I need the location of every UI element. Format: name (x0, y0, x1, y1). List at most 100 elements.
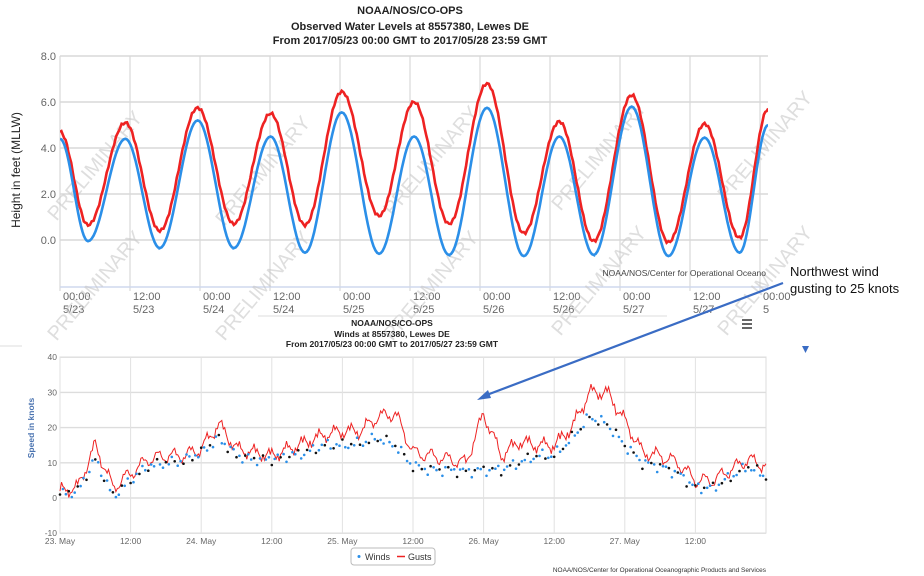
winds-point (726, 472, 730, 475)
winds-point (511, 459, 515, 462)
y-tick-label: 30 (48, 387, 58, 397)
winds-point (414, 461, 418, 464)
winds-point (532, 457, 535, 461)
winds-point (391, 445, 394, 448)
winds-point (73, 491, 76, 494)
y-tick-label: 0.0 (41, 235, 56, 247)
winds-point (420, 467, 424, 471)
winds-point (132, 480, 135, 484)
winds-point (258, 457, 262, 460)
chart-credit: NOAA/NOS/Center for Operational Oceano (603, 268, 767, 278)
winds-point (311, 444, 315, 447)
gusts-line (59, 383, 767, 498)
winds-point (732, 474, 735, 478)
winds-point (650, 461, 653, 465)
winds-point (208, 444, 212, 447)
x-tick-label-time: 00:00 (623, 291, 651, 303)
winds-point (261, 454, 265, 457)
winds-point (102, 479, 106, 483)
winds-point (388, 440, 391, 444)
winds-point (535, 454, 538, 458)
winds-point (444, 465, 447, 469)
winds-point (452, 468, 456, 471)
winds-point (82, 476, 85, 480)
winds-point (550, 455, 553, 459)
winds-point (241, 461, 244, 464)
winds-point (85, 478, 88, 482)
winds-point (441, 474, 444, 478)
winds-point (564, 444, 568, 447)
y-tick-label: 10 (48, 458, 58, 468)
winds-point (720, 481, 724, 485)
winds-point (626, 452, 629, 455)
hamburger-menu-icon[interactable] (742, 319, 752, 329)
x-tick-label-date: 5/27 (693, 304, 714, 316)
winds-point (164, 460, 168, 464)
winds-point (485, 474, 488, 478)
winds-point (291, 450, 294, 454)
winds-point (614, 428, 618, 432)
winds-point (667, 466, 671, 470)
winds-point (176, 464, 179, 468)
winds-point (741, 462, 744, 466)
winds-point (70, 495, 74, 499)
winds-point (761, 474, 765, 478)
winds-point (491, 466, 494, 470)
x-tick-label-time: 12:00 (133, 291, 161, 303)
winds-point (302, 453, 306, 457)
legend-item-winds[interactable]: Winds (357, 552, 391, 562)
winds-point (455, 475, 459, 479)
winds-point (591, 417, 594, 421)
winds-point (502, 468, 506, 472)
legend: Winds Gusts (350, 547, 436, 566)
x-tick-label-time: 00:00 (343, 291, 371, 303)
winds-point (138, 472, 141, 476)
winds-point (423, 467, 427, 471)
winds-point (288, 455, 291, 459)
winds-point (379, 438, 382, 442)
winds-point (449, 468, 453, 472)
winds-point (402, 452, 406, 456)
winds-point (735, 473, 738, 477)
y-tick-label: 20 (48, 423, 58, 433)
winds-point (352, 444, 356, 447)
x-tick-label-time: 00:00 (203, 291, 231, 303)
winds-point (464, 469, 468, 473)
winds-point (194, 454, 197, 457)
winds-point (658, 463, 662, 466)
winds-point (344, 445, 347, 449)
chart-title-line3: From 2017/05/23 00:00 GMT to 2017/05/27 … (286, 339, 499, 349)
winds-point (526, 452, 529, 456)
winds-point (635, 454, 638, 458)
winds-point (320, 443, 324, 447)
x-tick-label-time: 00:00 (483, 291, 511, 303)
winds-point (202, 446, 206, 449)
x-tick-label-time: 00:00 (63, 291, 91, 303)
winds-point (217, 433, 221, 437)
x-tick-label-date: 5/26 (483, 304, 504, 316)
winds-point (738, 469, 741, 473)
x-tick-label-date: 5/25 (413, 304, 434, 316)
x-tick-label-date: 5/23 (133, 304, 154, 316)
winds-point (670, 476, 674, 479)
winds-point (467, 468, 471, 471)
legend-item-gusts[interactable]: Gusts (397, 552, 432, 562)
y-tick-label: -10 (45, 528, 58, 538)
winds-point (723, 477, 727, 481)
winds-point (249, 458, 253, 461)
winds-point (397, 451, 400, 454)
legend-label-gusts: Gusts (408, 552, 432, 562)
x-tick-label: 12:00 (402, 536, 424, 546)
winds-point (429, 464, 432, 468)
winds-point (661, 464, 665, 468)
winds-point (135, 472, 138, 476)
winds-point (347, 446, 350, 450)
winds-point (197, 455, 200, 459)
winds-point (382, 442, 385, 445)
winds-point (705, 486, 709, 490)
winds-point (185, 453, 188, 456)
winds-point (141, 464, 144, 468)
winds-point (329, 447, 332, 450)
winds-chart: NOAA/NOS/CO-OPS Winds at 8557380, Lewes … (0, 318, 809, 574)
winds-point (364, 440, 368, 444)
